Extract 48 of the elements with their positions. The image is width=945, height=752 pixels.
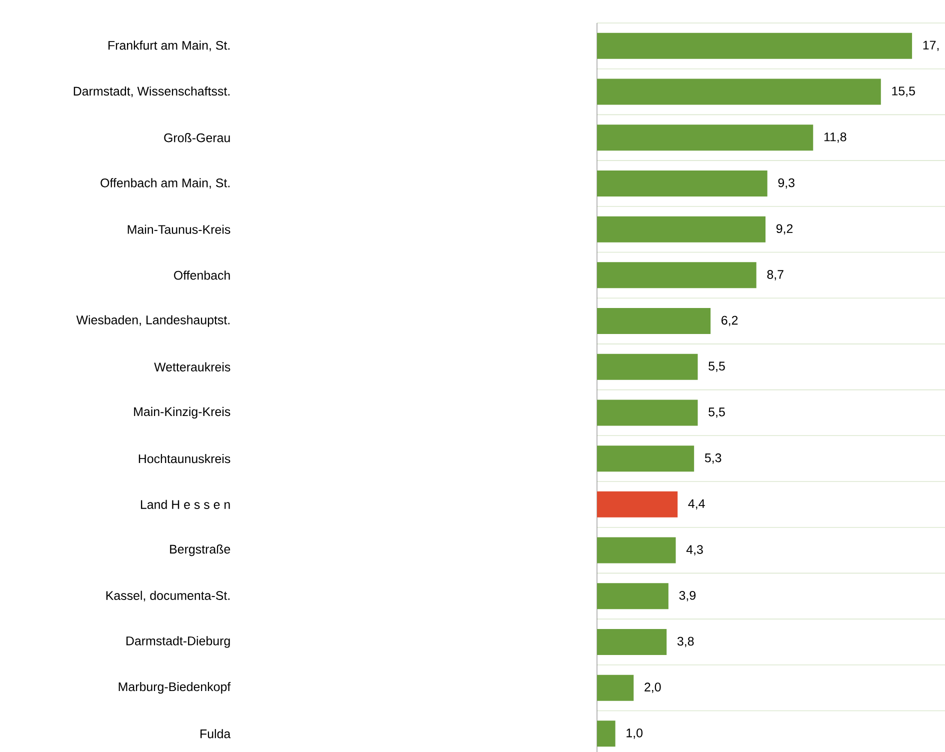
- bar: [597, 354, 698, 380]
- data-label: 17,: [923, 40, 939, 52]
- data-label: 2,0: [644, 682, 661, 693]
- bar: [597, 400, 698, 426]
- y-tick-label: Wiesbaden, Landeshauptst.: [76, 315, 230, 327]
- bar: [597, 262, 756, 288]
- data-label: 11,8: [824, 132, 846, 143]
- data-label: 15,5: [892, 86, 915, 97]
- data-label: 5,5: [708, 408, 725, 418]
- y-tick-label: Wetteraukreis: [154, 362, 230, 372]
- bar: [597, 720, 616, 747]
- data-label: 3,9: [679, 590, 696, 602]
- y-tick-label: Offenbach am Main, St.: [100, 178, 230, 189]
- bar: [597, 446, 694, 472]
- data-label: 9,3: [778, 178, 794, 189]
- bar: [597, 78, 881, 105]
- y-tick-label: Bergstraße: [170, 544, 230, 556]
- bar: [597, 32, 912, 59]
- bar: [597, 124, 814, 151]
- data-label: 6,2: [722, 316, 738, 326]
- bar: [597, 491, 678, 518]
- y-tick-label: Land H e s s e n: [140, 500, 230, 509]
- y-tick-label: Offenbach: [174, 270, 230, 280]
- y-tick-label: Main-Kinzig-Kreis: [134, 406, 230, 419]
- bar: [597, 308, 711, 334]
- y-tick-label: Groß-Gerau: [164, 133, 230, 142]
- y-tick-label: Fulda: [200, 729, 231, 738]
- data-label: 1,0: [626, 728, 642, 739]
- bar: [597, 628, 667, 655]
- data-label: 4,3: [686, 545, 703, 556]
- data-label: 3,8: [677, 636, 694, 648]
- y-tick-label: Darmstadt-Dieburg: [126, 636, 230, 648]
- bar: [597, 216, 766, 242]
- y-tick-label: Darmstadt, Wissenschaftsst.: [74, 86, 230, 98]
- bar: [597, 170, 768, 196]
- y-tick-label: Marburg-Biedenkopf: [118, 682, 231, 694]
- y-tick-label: Hochtaunuskreis: [138, 454, 230, 464]
- data-label: 5,5: [708, 362, 725, 372]
- y-tick-label: Frankfurt am Main, St.: [108, 40, 230, 52]
- data-label: 5,3: [704, 453, 722, 464]
- bar: [597, 537, 676, 564]
- data-label: 4,4: [688, 499, 705, 510]
- data-label: 9,2: [776, 224, 793, 234]
- data-label: 8,7: [767, 270, 784, 280]
- bar: [597, 583, 668, 610]
- y-tick-label: Kassel, documenta-St.: [106, 590, 230, 602]
- bar: [597, 674, 634, 701]
- y-tick-label: Main-Taunus-Kreis: [128, 224, 230, 234]
